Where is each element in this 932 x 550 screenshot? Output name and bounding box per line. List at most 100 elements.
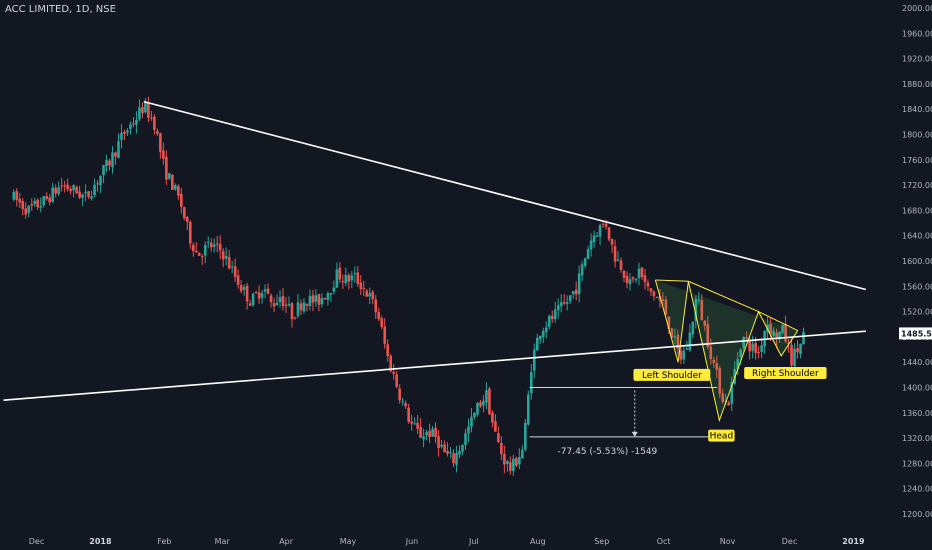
candle-body	[347, 275, 351, 282]
candle-body	[290, 303, 294, 320]
candle-body	[30, 204, 34, 206]
time-axis[interactable]: Dec 2018 Feb Mar Apr May Jun Jul Aug Sep Oct Nov Dec…	[0, 532, 932, 550]
symbol-title: ACC LIMITED, 1D, NSE	[5, 4, 116, 15]
trend-line-lower[interactable]	[3, 330, 866, 401]
candle-body	[87, 191, 90, 197]
candle-body	[739, 349, 742, 358]
price-axis[interactable]: 1200.00 1240.00 1280.00 1320.00 1360.00 1400.…	[898, 0, 932, 550]
candle-body	[156, 130, 159, 134]
candle-body	[180, 193, 183, 207]
candle-body	[90, 196, 93, 199]
candle-body	[461, 444, 464, 452]
candle-body	[344, 274, 348, 284]
y-tick-label: 1840.00	[902, 105, 932, 114]
candle-body	[42, 196, 46, 206]
measure-tool: -77.45 (-5.53%) -1549	[529, 387, 718, 457]
candle-body	[377, 312, 381, 320]
candle-body	[661, 299, 665, 302]
candle-body	[559, 302, 563, 307]
candle-body	[428, 430, 431, 438]
candle-body	[147, 102, 150, 118]
candle-body	[748, 340, 751, 352]
candle-body	[467, 426, 470, 434]
candle-body	[159, 133, 162, 152]
candle-body	[535, 338, 539, 351]
candle-body	[664, 299, 668, 315]
candle-body	[464, 433, 467, 446]
pattern-edge	[655, 279, 689, 282]
candle-body	[374, 299, 378, 313]
candle-body	[742, 337, 745, 349]
candle-body	[311, 295, 315, 303]
candle-body	[497, 433, 500, 443]
candle-body	[479, 402, 482, 407]
candle-body	[425, 431, 428, 436]
candle-body	[769, 323, 772, 334]
candle-body	[150, 117, 153, 119]
candle-body	[197, 252, 201, 256]
candle-body	[604, 223, 608, 227]
candle-body	[796, 348, 799, 353]
candle-body	[512, 458, 515, 472]
candle-body	[132, 123, 135, 125]
head-label-bg	[708, 429, 735, 442]
y-tick-label: 1280.00	[902, 459, 932, 468]
y-tick-label: 1880.00	[902, 80, 932, 89]
candle-body	[637, 268, 641, 279]
candle-body	[580, 264, 584, 276]
candle-body	[144, 102, 147, 113]
y-tick-label: 1320.00	[902, 434, 932, 443]
candle-body	[212, 244, 216, 247]
candle-body	[183, 207, 186, 219]
candle-body	[392, 371, 395, 374]
candle-body	[93, 184, 96, 196]
candle-body	[628, 279, 632, 285]
candle-body	[275, 302, 279, 306]
candle-body	[239, 285, 243, 292]
candle-body	[787, 342, 790, 345]
candle-body	[269, 295, 273, 303]
candle-body	[524, 422, 527, 450]
candle-body	[793, 348, 796, 366]
candle-body	[51, 187, 54, 202]
trend-line-upper[interactable]	[143, 100, 867, 291]
candle-body	[323, 298, 327, 300]
head-and-shoulders-pattern	[654, 279, 799, 423]
candle-body	[335, 269, 339, 288]
candle-body	[36, 199, 40, 208]
candle-body	[221, 251, 225, 260]
candle-body	[694, 298, 698, 322]
candle-body	[407, 407, 410, 422]
trend-lines[interactable]	[3, 100, 867, 401]
candle-body	[712, 359, 716, 363]
candle-body	[757, 351, 760, 353]
candle-body	[667, 316, 671, 329]
candle-body	[141, 106, 144, 114]
candle-body	[583, 258, 587, 266]
candle-body	[488, 388, 491, 415]
candle-body	[802, 331, 805, 345]
right-shoulder-label-bg	[744, 366, 827, 379]
candle-body	[419, 426, 422, 438]
candle-body	[685, 348, 689, 350]
x-tick-label: 2019	[842, 537, 865, 546]
candle-body	[386, 344, 390, 357]
left-shoulder-label-bg	[633, 368, 711, 381]
candle-body	[706, 324, 710, 347]
candle-body	[527, 394, 530, 425]
candle-body	[640, 267, 644, 278]
candle-body	[547, 315, 551, 327]
candle-body	[66, 184, 69, 190]
candle-body	[485, 390, 488, 403]
candle-body	[607, 227, 611, 240]
candle-body	[72, 185, 75, 191]
candle-body	[449, 452, 452, 454]
candle-body	[200, 256, 204, 258]
candle-body	[446, 450, 449, 454]
candle-body	[518, 457, 521, 465]
left-shoulder-label: Left Shoulder	[642, 371, 702, 381]
pattern-edge	[688, 280, 759, 313]
candle-body	[437, 436, 440, 448]
candle-body	[21, 201, 25, 210]
